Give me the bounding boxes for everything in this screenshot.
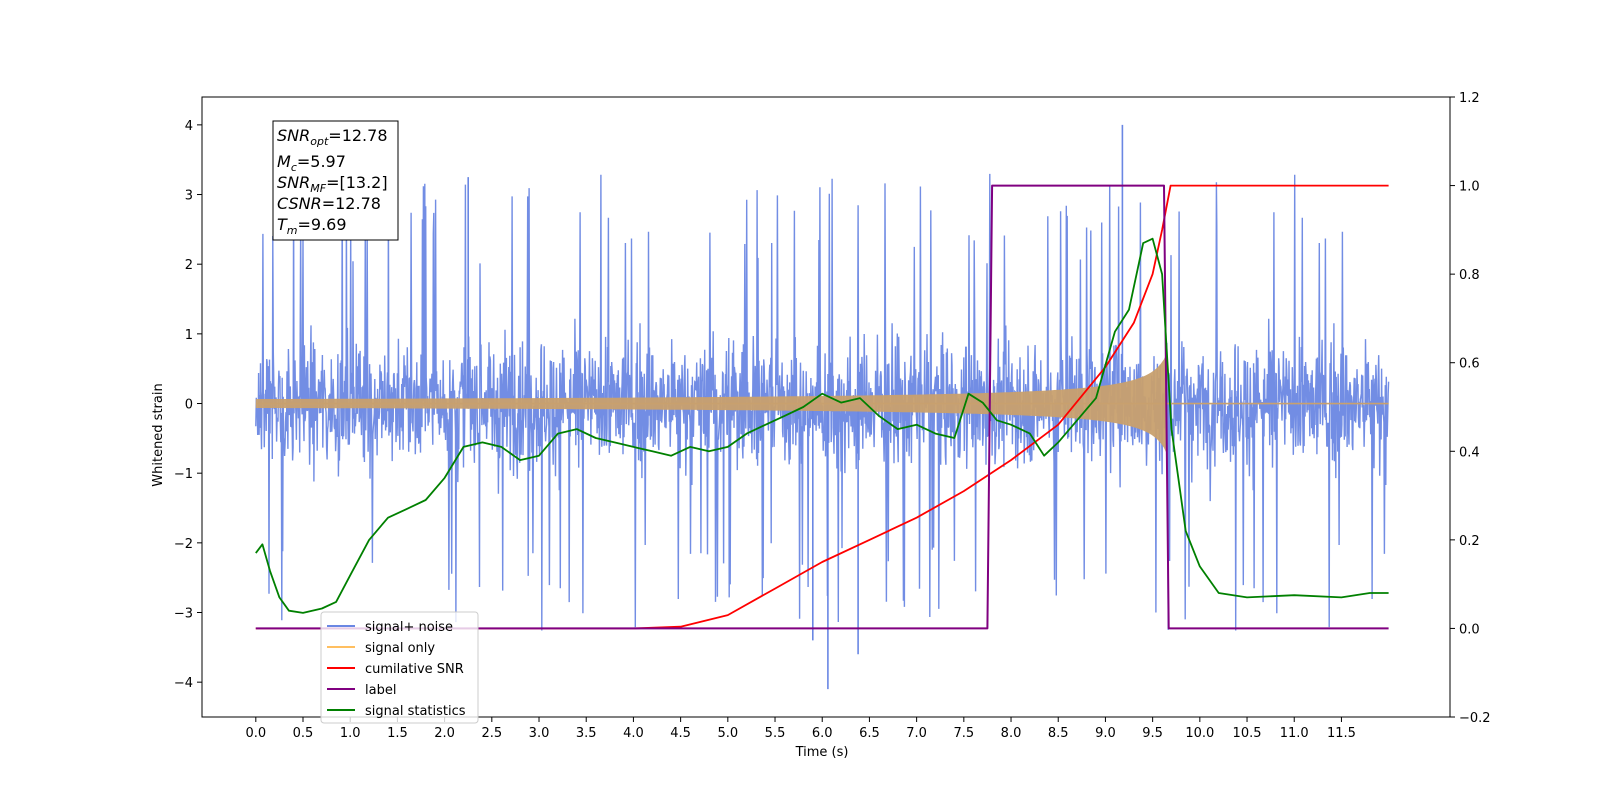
series-signal-noise-line <box>255 173 1390 631</box>
x-tick-label: 7.0 <box>906 726 927 741</box>
x-tick-label: 4.5 <box>670 726 691 741</box>
plot-frame <box>201 96 1451 718</box>
x-tick-label: 8.0 <box>1001 726 1022 741</box>
y-tick-label: 2 <box>185 258 193 273</box>
x-tick-label: 6.0 <box>812 726 833 741</box>
x-tick-label: 0.5 <box>293 726 314 741</box>
y2-tick-label: 0.2 <box>1459 534 1480 549</box>
annotation-snr-mf: SNRMF=[13.2] <box>277 173 388 195</box>
x-tick-label: 8.5 <box>1048 726 1069 741</box>
x-tick-label: 7.5 <box>953 726 974 741</box>
legend-frame <box>320 611 479 724</box>
x-tick-label: 9.5 <box>1142 726 1163 741</box>
x-tick-label: 3.0 <box>529 726 550 741</box>
x-axis-label: Time (s) <box>795 745 849 760</box>
plot-series-group <box>255 124 1390 690</box>
y2-tick-label: 1.2 <box>1459 91 1480 106</box>
x-tick-label: 3.5 <box>576 726 597 741</box>
y2-tick-label: 0.8 <box>1459 268 1480 283</box>
x-tick-label: 10.5 <box>1233 726 1262 741</box>
series-label-line <box>255 184 1389 630</box>
x-tick-label: 6.5 <box>859 726 880 741</box>
x-tick-label: 11.5 <box>1327 726 1356 741</box>
x-tick-label: 4.0 <box>623 726 644 741</box>
x-tick-label: 2.5 <box>481 726 502 741</box>
legend-label-signal-only: signal only <box>365 641 435 656</box>
annotation-frame <box>272 120 399 241</box>
y2-tick-label: 1.0 <box>1459 180 1480 195</box>
x-tick-label: 0.0 <box>245 726 266 741</box>
axes-group: 0.0 0.5 1.0 1.5 2.0 2.5 3.0 3.5 4.0 4.5 5.0 5.5 6.0 6… <box>174 91 1491 741</box>
y-tick-label: 4 <box>185 119 193 134</box>
x-tick-label: 2.0 <box>434 726 455 741</box>
y-tick-label: 0 <box>185 398 193 413</box>
legend: signal+ noise signal only cumilative SNR… <box>320 611 479 724</box>
y2-tick-label: −0.2 <box>1459 711 1491 726</box>
y-tick-label: −2 <box>174 537 193 552</box>
y2-tick-label: 0.0 <box>1459 622 1480 637</box>
x-tick-label: 1.0 <box>340 726 361 741</box>
y-tick-label: −3 <box>174 607 193 622</box>
legend-label-signal-statistics: signal statistics <box>365 704 466 719</box>
annotation-mc: Mc=5.97 <box>277 152 346 174</box>
y2-tick-label: 0.6 <box>1459 357 1480 372</box>
x-tick-label: 9.0 <box>1095 726 1116 741</box>
y-tick-label: −1 <box>174 467 193 482</box>
annotation-snr-opt: SNRopt=12.78 <box>277 126 388 148</box>
y-tick-label: 1 <box>185 328 193 343</box>
y2-tick-label: 0.4 <box>1459 445 1480 460</box>
legend-label-label: label <box>365 683 396 698</box>
series-cumilative-snr-line <box>255 184 1389 630</box>
x-tick-label: 5.5 <box>765 726 786 741</box>
y-tick-label: 3 <box>185 189 193 204</box>
legend-label-cumilative-snr: cumilative SNR <box>365 662 464 677</box>
x-tick-label: 10.0 <box>1185 726 1214 741</box>
y-tick-label: −4 <box>174 676 193 691</box>
x-tick-label: 1.5 <box>387 726 408 741</box>
annotation-box: SNRopt=12.78 Mc=5.97 SNRMF=[13.2] CSNR=1… <box>272 120 399 241</box>
legend-label-signal-noise: signal+ noise <box>365 620 453 635</box>
x-tick-label: 5.0 <box>717 726 738 741</box>
series-signal-statistics-line <box>255 237 1389 614</box>
x-tick-label: 11.0 <box>1280 726 1309 741</box>
series-signal-noise-spikes <box>467 124 1124 690</box>
y-axis-label: Whitened strain <box>151 383 166 486</box>
annotation-tm: Tm=9.69 <box>277 215 347 237</box>
annotation-csnr: CSNR=12.78 <box>277 194 381 213</box>
